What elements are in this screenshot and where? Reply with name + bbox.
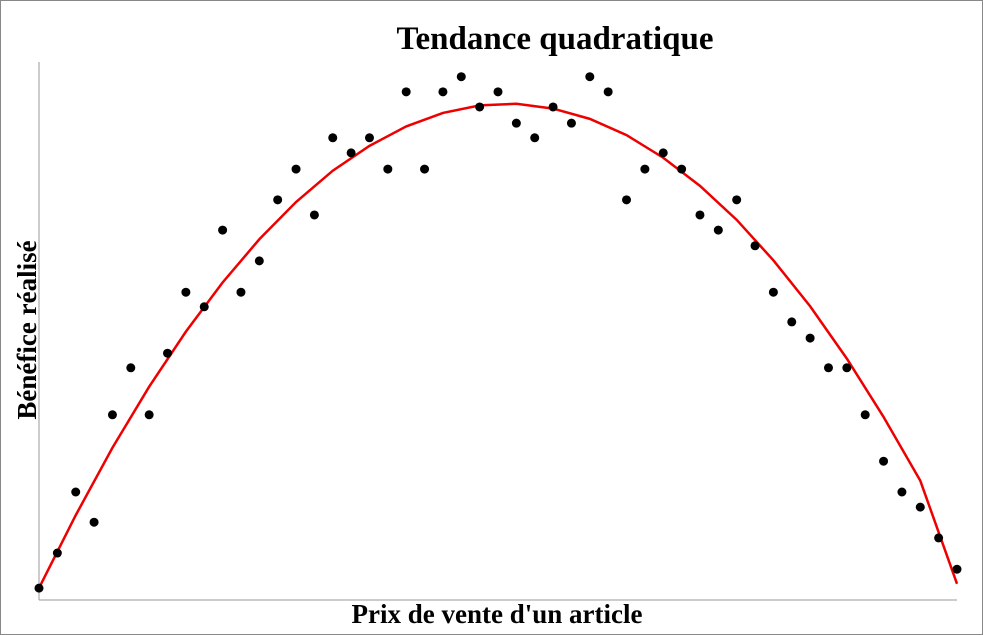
point	[805, 333, 815, 343]
point	[566, 118, 576, 128]
point	[273, 195, 283, 205]
trend-line	[37, 102, 959, 589]
y-axis-label: Bénéfice réalisé	[12, 240, 42, 419]
point	[181, 287, 191, 297]
point	[420, 164, 430, 174]
point	[823, 363, 833, 373]
point	[530, 133, 540, 143]
point	[309, 210, 319, 220]
point	[475, 102, 485, 112]
point	[291, 164, 301, 174]
point	[383, 164, 393, 174]
point	[493, 87, 503, 97]
point	[677, 164, 687, 174]
point	[438, 87, 448, 97]
point	[622, 195, 632, 205]
point	[71, 487, 81, 497]
point	[603, 87, 613, 97]
point	[401, 87, 411, 97]
point	[713, 225, 723, 235]
point	[163, 348, 173, 358]
point	[915, 502, 925, 512]
point	[934, 533, 944, 543]
point	[842, 363, 852, 373]
point	[34, 583, 44, 593]
point	[126, 363, 136, 373]
point	[860, 410, 870, 420]
point	[236, 287, 246, 297]
point	[658, 148, 668, 158]
point	[511, 118, 521, 128]
point	[89, 517, 99, 527]
point	[787, 317, 797, 327]
point	[107, 410, 117, 420]
point	[695, 210, 705, 220]
point	[732, 195, 742, 205]
point	[346, 148, 356, 158]
point	[456, 72, 466, 82]
point	[218, 225, 228, 235]
point	[199, 302, 209, 312]
point	[364, 133, 374, 143]
point	[52, 548, 62, 558]
point	[144, 410, 154, 420]
point	[640, 164, 650, 174]
point	[548, 102, 558, 112]
point	[585, 72, 595, 82]
chart-title: Tendance quadratique	[397, 21, 714, 57]
point	[897, 487, 907, 497]
point	[328, 133, 338, 143]
point	[750, 241, 760, 251]
point	[254, 256, 264, 266]
point	[879, 456, 889, 466]
point	[952, 564, 962, 574]
x-axis-label: Prix de vente d'un article	[352, 599, 643, 629]
point	[768, 287, 778, 297]
